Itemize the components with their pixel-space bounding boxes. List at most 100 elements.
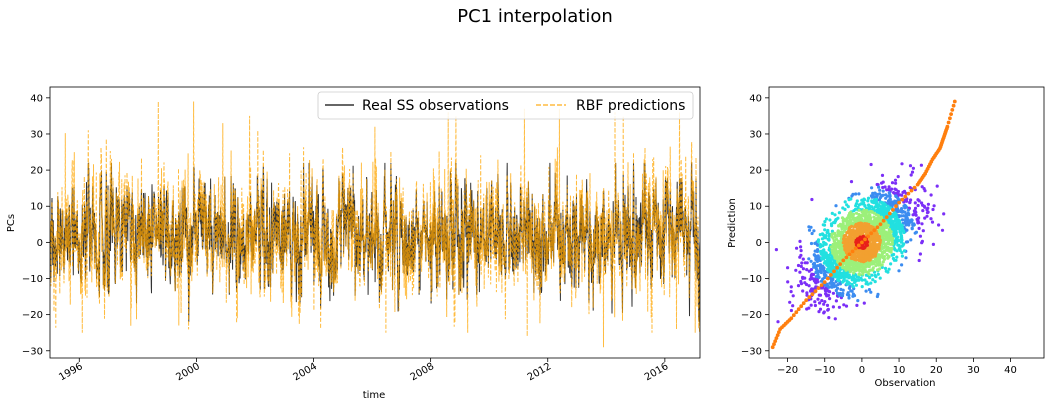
scatter-point	[878, 188, 882, 192]
scatter-point	[890, 181, 895, 185]
scatter-point	[869, 162, 873, 167]
scatter-point	[900, 162, 904, 166]
scatter-point	[932, 204, 936, 208]
scatter-point	[892, 246, 897, 251]
scatter-point	[918, 234, 923, 238]
scatter-point	[798, 239, 802, 243]
scatter-point	[830, 229, 835, 233]
qq-point	[950, 108, 955, 112]
scatter-xtick-label: 30	[967, 365, 980, 376]
scatter-point	[837, 211, 842, 215]
scatter-ytick-label: −30	[741, 346, 762, 357]
scatter-point	[883, 185, 887, 189]
scatter-point	[819, 270, 823, 275]
qq-point	[897, 200, 901, 205]
scatter-point	[890, 253, 894, 257]
scatter-xtick-label: −20	[777, 365, 798, 376]
qq-point	[909, 188, 914, 193]
scatter-point	[918, 252, 923, 256]
scatter-point	[857, 275, 861, 279]
scatter-point	[911, 223, 915, 227]
scatter-ytick-label: 10	[749, 202, 762, 213]
scatter-point	[885, 252, 889, 257]
scatter-point	[929, 193, 933, 197]
scatter-point	[827, 316, 831, 320]
scatter-point	[871, 259, 875, 264]
scatter-point	[837, 279, 841, 283]
qq-point	[835, 265, 839, 270]
scatter-point	[856, 278, 860, 282]
scatter-point	[900, 218, 905, 222]
scatter-point	[826, 307, 831, 311]
qq-point	[816, 286, 821, 290]
scatter-point	[942, 212, 946, 216]
scatter-point	[878, 276, 882, 280]
qq-point	[813, 289, 818, 294]
scatter-point	[870, 273, 874, 277]
scatter-point	[925, 208, 929, 212]
scatter-point	[894, 181, 898, 185]
timeseries-ytick-label: 20	[30, 166, 43, 177]
scatter-point	[794, 268, 798, 272]
scatter-point	[789, 285, 793, 289]
qq-point	[952, 99, 957, 104]
scatter-point	[896, 243, 900, 247]
legend-box	[317, 91, 694, 120]
scatter-point	[800, 261, 804, 265]
scatter-point	[807, 306, 811, 310]
scatter-point	[835, 291, 840, 295]
qq-point	[796, 307, 801, 312]
scatter-point	[823, 300, 827, 304]
scatter-point	[817, 275, 821, 279]
scatter-point	[935, 184, 939, 188]
scatter-point	[887, 267, 891, 271]
scatter-point	[887, 185, 891, 189]
scatter-point	[903, 206, 907, 210]
scatter-point	[817, 310, 821, 314]
scatter-frame	[768, 86, 1045, 359]
scatter-point	[913, 201, 917, 205]
scatter-point	[818, 307, 823, 311]
scatter-point	[877, 185, 881, 189]
scatter-point	[857, 192, 861, 196]
scatter-point	[801, 267, 806, 271]
scatter-point	[875, 213, 879, 217]
qq-point	[912, 185, 917, 190]
scatter-point	[867, 268, 872, 273]
scatter-point	[910, 227, 914, 231]
qq-point	[875, 225, 880, 230]
scatter-point	[831, 305, 836, 309]
scatter-ytick-label: 40	[749, 93, 762, 104]
scatter-point	[822, 302, 826, 306]
scatter-point	[897, 227, 901, 231]
scatter-point	[884, 269, 888, 273]
scatter-point	[843, 207, 847, 211]
scatter-point	[881, 260, 885, 264]
scatter-point	[828, 218, 832, 222]
timeseries-xtick-label: 2016	[643, 361, 671, 383]
scatter-point	[824, 251, 828, 255]
scatter-point	[833, 221, 837, 225]
qq-point	[903, 194, 908, 199]
scatter-point	[899, 240, 904, 244]
scatter-point	[833, 213, 837, 217]
scatter-point	[855, 199, 859, 203]
scatter-point	[856, 299, 860, 303]
scatter-point	[863, 222, 867, 226]
scatter-point	[908, 164, 913, 168]
scatter-point	[887, 202, 892, 206]
scatter-point	[839, 257, 843, 261]
scatter-point	[920, 185, 924, 189]
scatter-point	[855, 303, 859, 307]
scatter-point	[870, 195, 874, 199]
scatter-point	[841, 291, 845, 296]
scatter-point	[857, 208, 861, 212]
scatter-point	[795, 246, 799, 250]
scatter-point	[886, 199, 891, 203]
timeseries-frame	[49, 86, 701, 359]
timeseries-xtick-label: 2008	[409, 361, 437, 383]
scatter-point	[850, 224, 854, 228]
qq-point	[770, 345, 775, 350]
scatter-point	[881, 185, 885, 190]
qq-point	[948, 116, 952, 121]
